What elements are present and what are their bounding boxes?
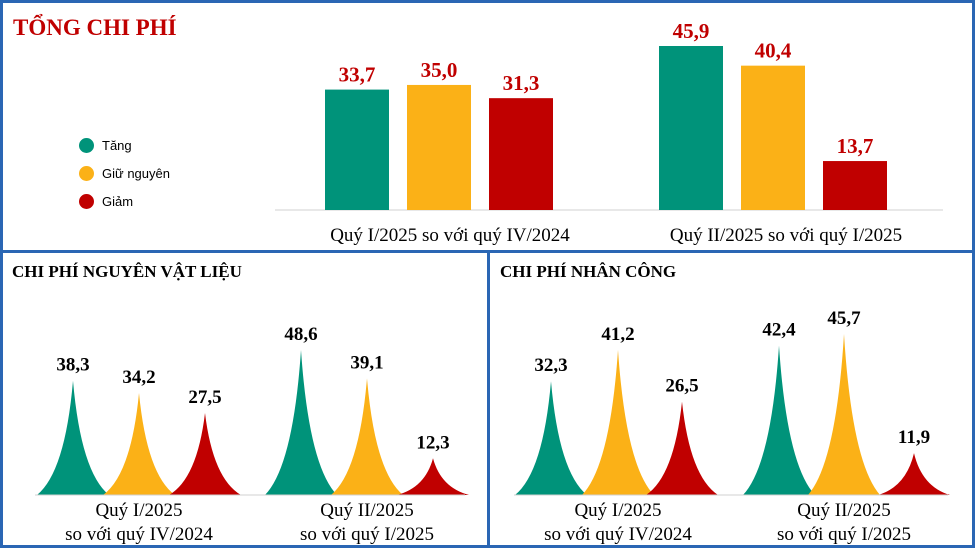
spike-giu-nguyen — [103, 392, 175, 495]
bar-tang — [325, 89, 389, 210]
spike-giam — [169, 412, 241, 495]
legend-item-giam: Giảm — [79, 187, 170, 215]
bar-giam — [823, 161, 887, 210]
chart-tong-chi-phi: 33,7 45,9 35,0 40,4 31,3 13,7 Quý I/2025 so vớ… — [275, 19, 943, 246]
data-label: 41,2 — [601, 324, 634, 345]
spike-giu-nguyen — [808, 334, 880, 495]
data-label: 26,5 — [665, 376, 698, 397]
data-label: 38,3 — [56, 355, 89, 376]
category-label: Quý I/2025 — [574, 500, 661, 521]
data-label: 39,1 — [350, 352, 383, 373]
spike-tang — [743, 345, 815, 495]
data-label: 34,2 — [122, 367, 155, 388]
data-label: 12,3 — [416, 432, 449, 453]
bar-giam — [489, 98, 553, 210]
data-label: 42,4 — [762, 320, 796, 341]
bar-giu-nguyen — [407, 84, 471, 210]
legend-dot-icon — [79, 165, 94, 181]
legend-item-giu-nguyen: Giữ nguyên — [79, 159, 170, 187]
bar-tang — [659, 46, 723, 210]
spike-giam — [397, 458, 469, 495]
data-label: 40,4 — [755, 39, 792, 63]
data-label: 13,7 — [837, 134, 874, 158]
spike-tang — [265, 350, 337, 495]
spike-giu-nguyen — [582, 349, 654, 495]
chart-title: CHI PHÍ NHÂN CÔNG — [500, 262, 677, 281]
data-label: 45,9 — [673, 19, 710, 43]
legend-label: Tăng — [102, 137, 132, 153]
chart-nhan-cong: 32,3 42,4 41,2 45,7 26,5 11,9 Quý I/2025 so với… — [514, 308, 950, 545]
category-label: so với quý IV/2024 — [544, 524, 692, 545]
chart-nguyen-vat-lieu: 38,3 48,6 34,2 39,1 27,5 12,3 Quý I/2025 so với… — [35, 324, 469, 545]
category-label: so với quý I/2025 — [777, 524, 911, 545]
data-label: 35,0 — [421, 58, 458, 82]
category-label: Quý II/2025 — [797, 500, 890, 521]
data-label: 33,7 — [339, 63, 376, 87]
data-label: 11,9 — [898, 427, 930, 448]
data-label: 27,5 — [188, 387, 221, 408]
data-label: 45,7 — [827, 308, 861, 329]
legend: Tăng Giữ nguyên Giảm — [79, 131, 170, 215]
category-label: so với quý I/2025 — [300, 524, 434, 545]
category-label: Quý II/2025 — [320, 500, 413, 521]
spike-giam — [646, 401, 718, 495]
category-label: Quý I/2025 so với quý IV/2024 — [330, 225, 570, 246]
spike-giu-nguyen — [331, 378, 403, 495]
legend-dot-icon — [79, 193, 94, 209]
legend-label: Giữ nguyên — [102, 165, 170, 181]
data-label: 48,6 — [284, 324, 317, 345]
legend-item-tang: Tăng — [79, 131, 170, 159]
chart-title: TỔNG CHI PHÍ — [13, 15, 177, 40]
spike-tang — [515, 381, 587, 495]
legend-label: Giảm — [102, 193, 134, 209]
category-label: Quý II/2025 so với quý I/2025 — [670, 225, 902, 246]
spike-giam — [878, 453, 950, 495]
data-label: 32,3 — [534, 355, 567, 376]
bar-giu-nguyen — [741, 65, 805, 210]
category-label: so với quý IV/2024 — [65, 524, 213, 545]
panel-nhan-cong: CHI PHÍ NHÂN CÔNG 32,3 42,4 41,2 45,7 26,5 11… — [487, 250, 975, 548]
chart-title: CHI PHÍ NGUYÊN VẬT LIỆU — [12, 262, 242, 281]
panel-nguyen-vat-lieu: CHI PHÍ NGUYÊN VẬT LIỆU 38,3 48,6 34,2 39,1… — [0, 250, 490, 548]
category-label: Quý I/2025 — [95, 500, 182, 521]
data-label: 31,3 — [503, 71, 540, 95]
panel-tong-chi-phi: TỔNG CHI PHÍ Tăng Giữ nguyên Giảm 33,7 45… — [0, 0, 975, 253]
spike-tang — [37, 380, 109, 495]
legend-dot-icon — [79, 137, 94, 153]
